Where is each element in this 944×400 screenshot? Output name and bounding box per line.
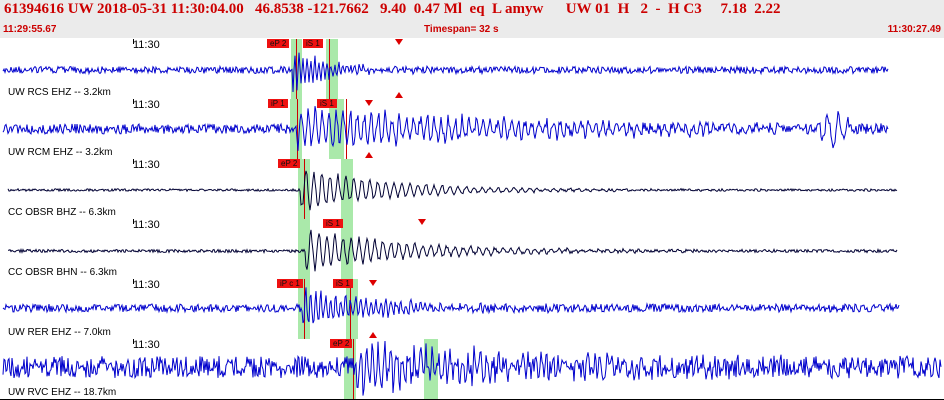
pick-label: iS 1 (317, 99, 337, 108)
minute-tick (133, 159, 134, 164)
minute-tick (133, 39, 134, 44)
waveform-path (2, 287, 900, 324)
predicted-arrival-marker (365, 152, 373, 158)
station-label: UW RCM EHZ -- 3.2km (8, 147, 113, 158)
station-label: CC OBSR BHZ -- 6.3km (8, 207, 116, 218)
waveform-path (2, 340, 942, 396)
waveform-path (2, 52, 889, 93)
minute-label: 11:30 (133, 99, 160, 111)
waveform-trace (2, 340, 942, 396)
pick-label: iS 1 (333, 279, 353, 288)
predicted-arrival-marker (418, 219, 426, 225)
station-label: UW RCS EHZ -- 3.2km (8, 87, 111, 98)
minute-tick (133, 339, 134, 344)
event-summary-line: 61394616 UW 2018-05-31 11:30:04.00 46.85… (4, 1, 781, 17)
minute-tick (133, 99, 134, 104)
minute-tick (133, 219, 134, 224)
predicted-arrival-marker (395, 92, 403, 98)
waveform-trace (7, 170, 898, 211)
pick-label: eP 2 (330, 339, 353, 348)
predicted-arrival-marker (369, 332, 377, 338)
end-time: 11:30:27.49 (887, 24, 941, 35)
predicted-arrival-marker (369, 280, 377, 286)
trace-panel-rer[interactable]: 11:30 iP c 1 iS 1 UW RER EHZ -- 7.0km (0, 279, 944, 340)
minute-label: 11:30 (133, 339, 160, 351)
minute-label: 11:30 (133, 219, 160, 231)
pick-label: iS 1 (303, 39, 323, 48)
waveform-trace (2, 287, 900, 324)
start-time: 11:29:55.67 (3, 24, 57, 35)
minute-label: 11:30 (133, 279, 160, 291)
event-header: 61394616 UW 2018-05-31 11:30:04.00 46.85… (0, 0, 944, 38)
trace-panel-obsr-bhn[interactable]: 11:30 iS 1 CC OBSR BHN -- 6.3km (0, 219, 944, 280)
minute-label: 11:30 (133, 159, 160, 171)
trace-panel-rcm[interactable]: 11:30 iP 1 iS 1 UW RCM EHZ -- 3.2km (0, 99, 944, 160)
minute-tick (133, 279, 134, 284)
trace-panel-rcs[interactable]: 11:30 eP 2 iS 1 UW RCS EHZ -- 3.2km (0, 39, 944, 100)
trace-panel-obsr-bhz[interactable]: 11:30 eP 2 CC OBSR BHZ -- 6.3km (0, 159, 944, 220)
timespan-label: Timespan= 32 s (424, 24, 499, 35)
station-label: UW RVC EHZ -- 18.7km (8, 387, 117, 398)
minute-label: 11:30 (133, 39, 160, 51)
pick-label: iP c 1 (277, 279, 303, 288)
predicted-arrival-marker (365, 100, 373, 106)
station-label: UW RER EHZ -- 7.0km (8, 327, 111, 338)
waveform-trace (8, 229, 898, 272)
station-label: CC OBSR BHN -- 6.3km (8, 267, 117, 278)
pick-label: eP 2 (278, 159, 301, 168)
pick-label: iS 1 (323, 219, 343, 228)
pick-label: eP 2 (267, 39, 290, 48)
waveform-path (8, 229, 898, 272)
pick-label: iP 1 (268, 99, 288, 108)
trace-panel-rvc[interactable]: 11:30 eP 2 UW RVC EHZ -- 18.7km (0, 339, 944, 400)
predicted-arrival-marker (395, 39, 403, 45)
waveform-trace (2, 106, 889, 151)
waveform-path (7, 170, 898, 211)
waveform-trace (2, 52, 889, 93)
waveform-path (2, 106, 889, 151)
